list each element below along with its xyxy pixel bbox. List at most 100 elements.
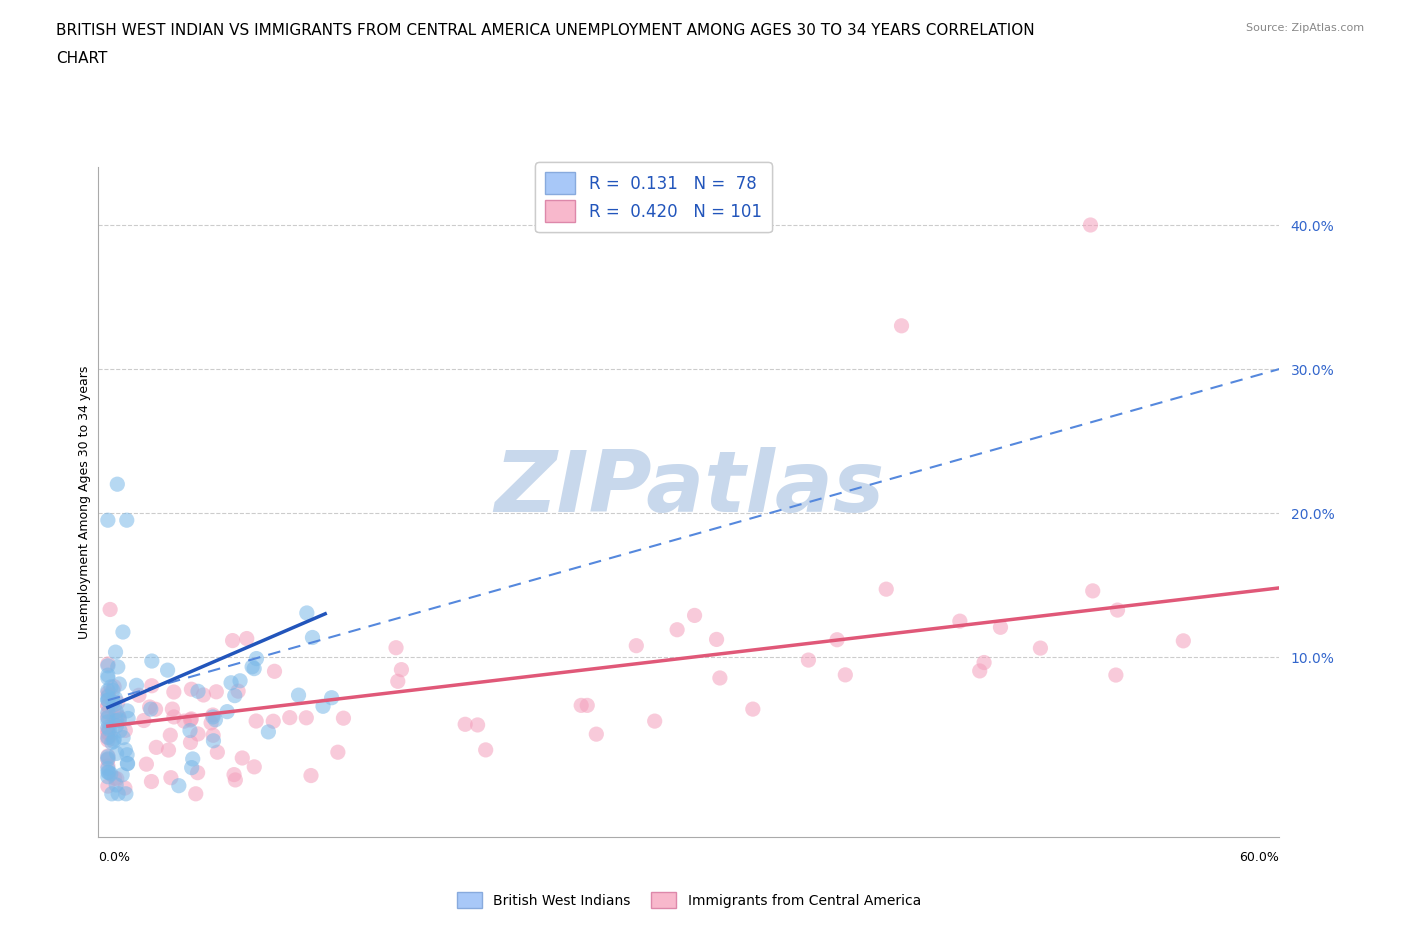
Text: BRITISH WEST INDIAN VS IMMIGRANTS FROM CENTRAL AMERICA UNEMPLOYMENT AMONG AGES 3: BRITISH WEST INDIAN VS IMMIGRANTS FROM C… (56, 23, 1035, 38)
Point (108, 676, 131, 691)
Point (240, 659, 263, 674)
Point (97, 698, 120, 713)
Point (969, 663, 991, 678)
Point (97, 720, 120, 735)
Point (644, 713, 666, 728)
Point (666, 622, 689, 637)
Point (229, 673, 252, 688)
Point (201, 710, 224, 724)
Point (299, 768, 322, 783)
Point (467, 718, 489, 733)
Point (107, 695, 129, 710)
Point (391, 662, 413, 677)
Text: CHART: CHART (56, 51, 108, 66)
Point (97, 749, 120, 764)
Point (321, 690, 343, 705)
Point (205, 684, 228, 699)
Point (97, 759, 120, 774)
Point (125, 678, 148, 693)
Point (222, 767, 245, 782)
Point (117, 711, 139, 726)
Point (1173, 633, 1195, 648)
Point (97, 761, 120, 776)
Point (97, 671, 120, 685)
Point (180, 760, 202, 775)
Point (135, 757, 157, 772)
Point (104, 691, 127, 706)
Point (97, 765, 120, 780)
Point (287, 687, 309, 702)
Point (163, 684, 186, 699)
Point (97, 730, 120, 745)
Point (207, 745, 229, 760)
Point (683, 608, 706, 623)
Point (825, 632, 848, 647)
Point (204, 712, 226, 727)
Point (100, 736, 122, 751)
Point (278, 711, 301, 725)
Point (97, 750, 120, 764)
Point (132, 713, 155, 728)
Point (97, 752, 120, 767)
Point (100, 766, 122, 781)
Point (97, 693, 120, 708)
Point (105, 777, 128, 792)
Point (202, 728, 225, 743)
Point (111, 767, 134, 782)
Point (167, 778, 190, 793)
Point (706, 632, 728, 647)
Point (385, 640, 408, 655)
Point (217, 704, 239, 719)
Point (105, 477, 128, 492)
Point (626, 638, 648, 653)
Point (224, 773, 246, 788)
Point (875, 582, 897, 597)
Text: 0.0%: 0.0% (98, 851, 131, 864)
Point (159, 728, 181, 743)
Point (312, 698, 335, 713)
Point (111, 625, 134, 640)
Point (108, 712, 131, 727)
Point (101, 683, 124, 698)
Point (97, 725, 120, 740)
Point (162, 701, 184, 716)
Point (173, 713, 195, 728)
Point (97, 707, 120, 722)
Text: Source: ZipAtlas.com: Source: ZipAtlas.com (1246, 23, 1364, 33)
Point (139, 702, 162, 717)
Point (263, 664, 285, 679)
Point (231, 751, 253, 765)
Point (108, 711, 131, 725)
Point (235, 631, 257, 646)
Point (105, 718, 128, 733)
Point (97, 711, 120, 725)
Point (112, 730, 135, 745)
Point (103, 731, 125, 746)
Point (138, 699, 160, 714)
Point (180, 711, 202, 726)
Point (387, 674, 409, 689)
Point (187, 765, 209, 780)
Text: 60.0%: 60.0% (1240, 851, 1279, 864)
Point (97, 751, 120, 766)
Point (226, 684, 249, 698)
Point (97, 714, 120, 729)
Point (160, 770, 183, 785)
Point (301, 630, 323, 644)
Point (100, 680, 122, 695)
Point (103, 734, 125, 749)
Point (156, 663, 179, 678)
Point (200, 715, 222, 730)
Point (890, 318, 912, 333)
Point (797, 653, 820, 668)
Point (326, 745, 349, 760)
Point (97, 711, 120, 725)
Point (179, 724, 201, 738)
Point (332, 711, 354, 725)
Point (101, 695, 124, 710)
Point (98, 602, 121, 617)
Point (834, 668, 856, 683)
Point (201, 708, 224, 723)
Point (187, 726, 209, 741)
Point (108, 724, 131, 738)
